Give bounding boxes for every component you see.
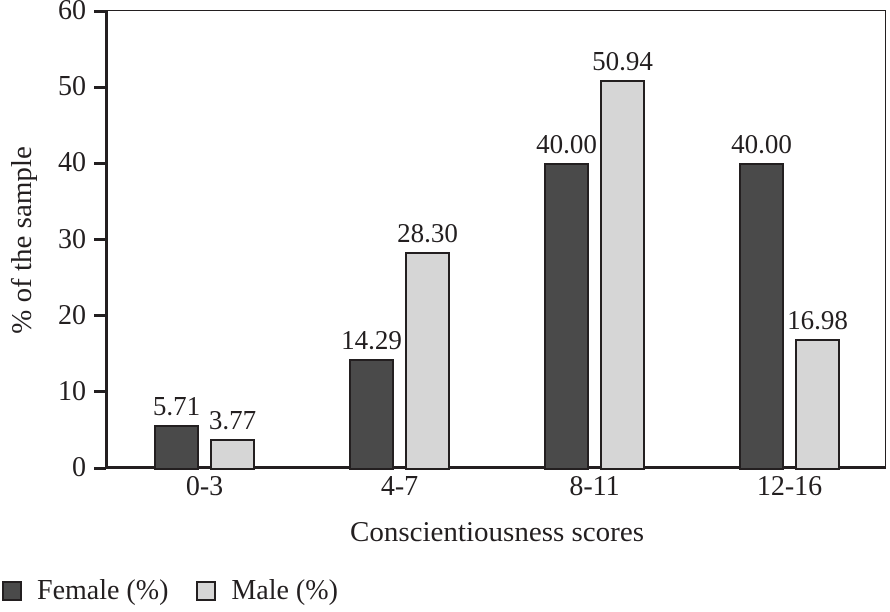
y-tick-label: 40 [58, 147, 86, 179]
y-tick-mark [94, 9, 106, 13]
bar-value-label: 14.29 [341, 325, 402, 356]
x-category-label: 12-16 [756, 471, 823, 502]
bar-value-label: 50.94 [592, 46, 653, 76]
y-tick-mark [94, 85, 106, 89]
x-axis-title: Conscientiousness scores [350, 516, 644, 548]
legend-item-male: Male (%) [196, 576, 338, 606]
x-category-label: 0-3 [185, 471, 224, 502]
legend-swatch-male [196, 581, 217, 601]
legend-item-female: Female (%) [2, 576, 168, 606]
bar-male [210, 439, 255, 470]
x-category-label: 8-11 [569, 471, 620, 502]
y-tick-mark [94, 390, 106, 394]
y-tick-label: 60 [58, 0, 86, 26]
y-tick-label: 20 [58, 299, 86, 331]
bar-value-label: 3.77 [208, 405, 257, 436]
bar-value-label: 28.30 [397, 218, 458, 249]
bar-female [154, 424, 199, 470]
y-tick-label: 10 [58, 375, 86, 407]
bar-female [349, 359, 394, 470]
legend-label: Male (%) [231, 575, 338, 606]
y-tick-label: 0 [72, 452, 86, 483]
legend-swatch-female [2, 581, 22, 601]
bar-female [739, 163, 784, 470]
bar-value-label: 40.00 [536, 129, 597, 160]
y-tick-label: 50 [58, 71, 86, 103]
x-category-label: 4-7 [380, 471, 419, 502]
bar-male [600, 80, 645, 470]
y-tick-label: 30 [58, 223, 86, 255]
y-tick-mark [94, 314, 106, 318]
bar-male [405, 252, 450, 470]
y-tick-mark [94, 161, 106, 165]
legend-label: Female (%) [37, 575, 169, 606]
legend: Female (%) Male (%) [2, 576, 338, 606]
plot-area [104, 9, 886, 469]
bar-female [544, 163, 589, 470]
bar-value-label: 40.00 [731, 129, 792, 160]
y-tick-mark [94, 466, 106, 470]
y-tick-mark [94, 238, 106, 241]
bar-value-label: 16.98 [787, 304, 848, 335]
bar-value-label: 5.71 [152, 390, 201, 421]
bar-male [795, 338, 840, 470]
